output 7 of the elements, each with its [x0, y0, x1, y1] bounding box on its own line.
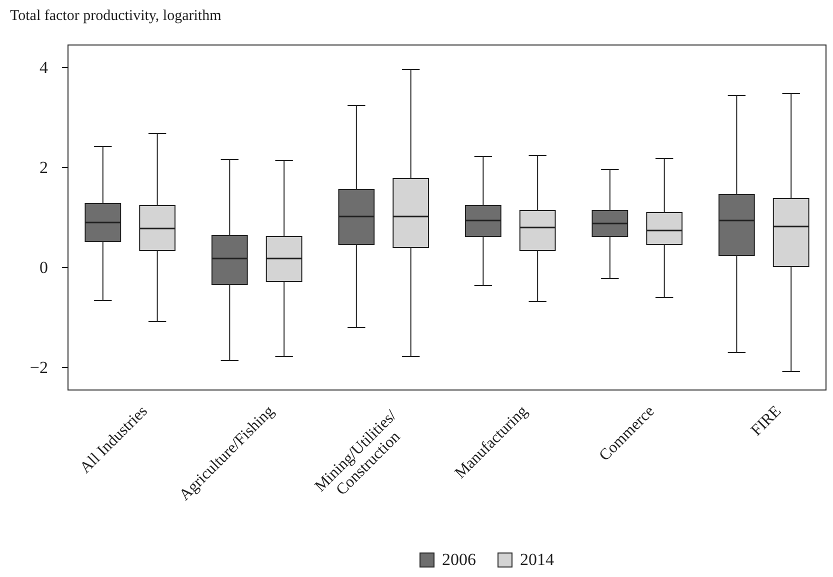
y-tick-label: −2	[30, 358, 48, 377]
y-axis-title: Total factor productivity, logarithm	[10, 8, 222, 24]
legend-label: 2014	[520, 550, 554, 569]
y-tick-label: 2	[40, 158, 48, 177]
y-tick-label: 0	[40, 258, 48, 277]
y-tick-label: 4	[40, 58, 48, 77]
legend-label: 2006	[442, 550, 476, 569]
